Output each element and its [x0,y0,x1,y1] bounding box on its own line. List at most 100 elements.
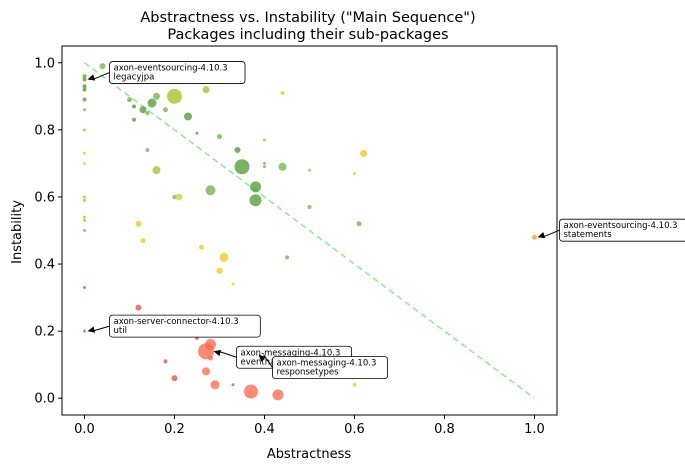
data-point [83,161,86,165]
data-point [250,181,261,193]
data-point [145,147,150,152]
annotation-arrow [92,72,110,81]
x-axis: 0.0 0.2 0.4 0.6 0.8 1.0 [74,415,545,437]
data-point [83,218,86,222]
y-tick-label: 1.0 [34,56,55,71]
data-point [152,166,161,175]
data-point [83,108,86,112]
chart-title: Abstractness vs. Instability ("Main Sequ… [140,10,475,26]
data-point [99,63,106,70]
data-point [217,134,222,140]
x-tick-label: 0.2 [164,422,185,437]
data-point [163,107,168,113]
data-point [216,267,223,274]
data-point [278,162,287,171]
data-point [83,198,86,202]
data-point [132,104,136,109]
data-point [234,146,241,153]
y-tick-label: 0.8 [34,123,55,138]
data-point [205,185,216,196]
data-point [219,252,229,262]
data-point [82,97,87,102]
annotation-text: axon-messaging-4.10.3 [241,348,341,358]
data-point [195,131,199,135]
annotation-arrowhead [258,354,266,362]
chart-subtitle: Packages including their sub-packages [167,27,448,43]
data-point [132,117,136,122]
data-point [307,205,312,210]
annotation-text: eventhandling [241,357,302,367]
data-point [83,229,86,232]
data-point [140,238,146,244]
data-point [171,375,178,382]
data-point [208,355,213,361]
data-point [135,304,142,311]
y-axis: 0.0 0.2 0.4 0.6 0.8 1.0 [34,56,62,407]
data-point [172,194,177,199]
annotations: axon-eventsourcing-4.10.3legacyjpaaxon-e… [87,61,685,380]
data-point [356,221,362,227]
data-point [82,84,87,89]
y-tick-label: 0.0 [34,392,55,407]
data-point [175,193,183,201]
data-point [82,74,87,79]
data-point [83,195,86,199]
y-tick-label: 0.6 [34,190,55,205]
data-point [199,244,204,250]
data-point [263,165,266,169]
data-point [360,149,367,157]
annotation-text: statements [564,230,613,240]
annotation-arrow [218,350,237,358]
data-point [147,98,157,108]
plot-area [61,45,558,416]
data-point [234,159,250,175]
data-point [231,383,235,387]
data-point [139,106,147,114]
data-point [83,286,86,290]
data-point [83,128,86,132]
chart-title-group: Abstractness vs. Instability ("Main Sequ… [140,10,475,43]
data-point [153,92,160,100]
data-point [272,389,284,401]
annotation-arrowhead [537,232,546,239]
annotation-text: axon-eventsourcing-4.10.3 [564,221,678,231]
data-point [210,380,220,390]
data-point [280,90,285,95]
data-point [163,359,168,364]
annotation-arrow [542,229,560,238]
annotation-text: axon-server-connector-4.10.3 [114,317,239,327]
y-tick-label: 0.4 [34,258,55,273]
data-point [244,384,258,399]
data-point [82,87,87,92]
data-point [231,282,235,286]
annotation-text: util [114,326,127,336]
annotation-arrow [92,325,110,332]
annotation-text: axon-messaging-4.10.3 [277,359,377,369]
data-point [167,88,182,104]
x-tick-label: 0.0 [74,422,95,437]
x-tick-label: 0.6 [344,422,365,437]
annotation-arrowhead [87,326,96,333]
data-point [202,367,210,376]
data-point [263,138,266,142]
data-point [83,329,86,333]
annotation-text: responsetypes [277,368,340,378]
x-tick-label: 1.0 [524,422,545,437]
data-point [127,97,132,103]
x-tick-label: 0.4 [254,422,275,437]
annotation-arrowhead [87,74,96,81]
annotation-text: legacyjpa [114,73,155,83]
data-point [308,168,311,172]
data-point [135,220,142,227]
data-point [353,171,356,175]
annotation-text: axon-eventsourcing-4.10.3 [114,64,228,74]
data-point [205,339,216,351]
data-point [145,111,150,116]
data-point [83,151,86,155]
main-sequence-line [84,62,535,399]
data-point [285,255,289,260]
